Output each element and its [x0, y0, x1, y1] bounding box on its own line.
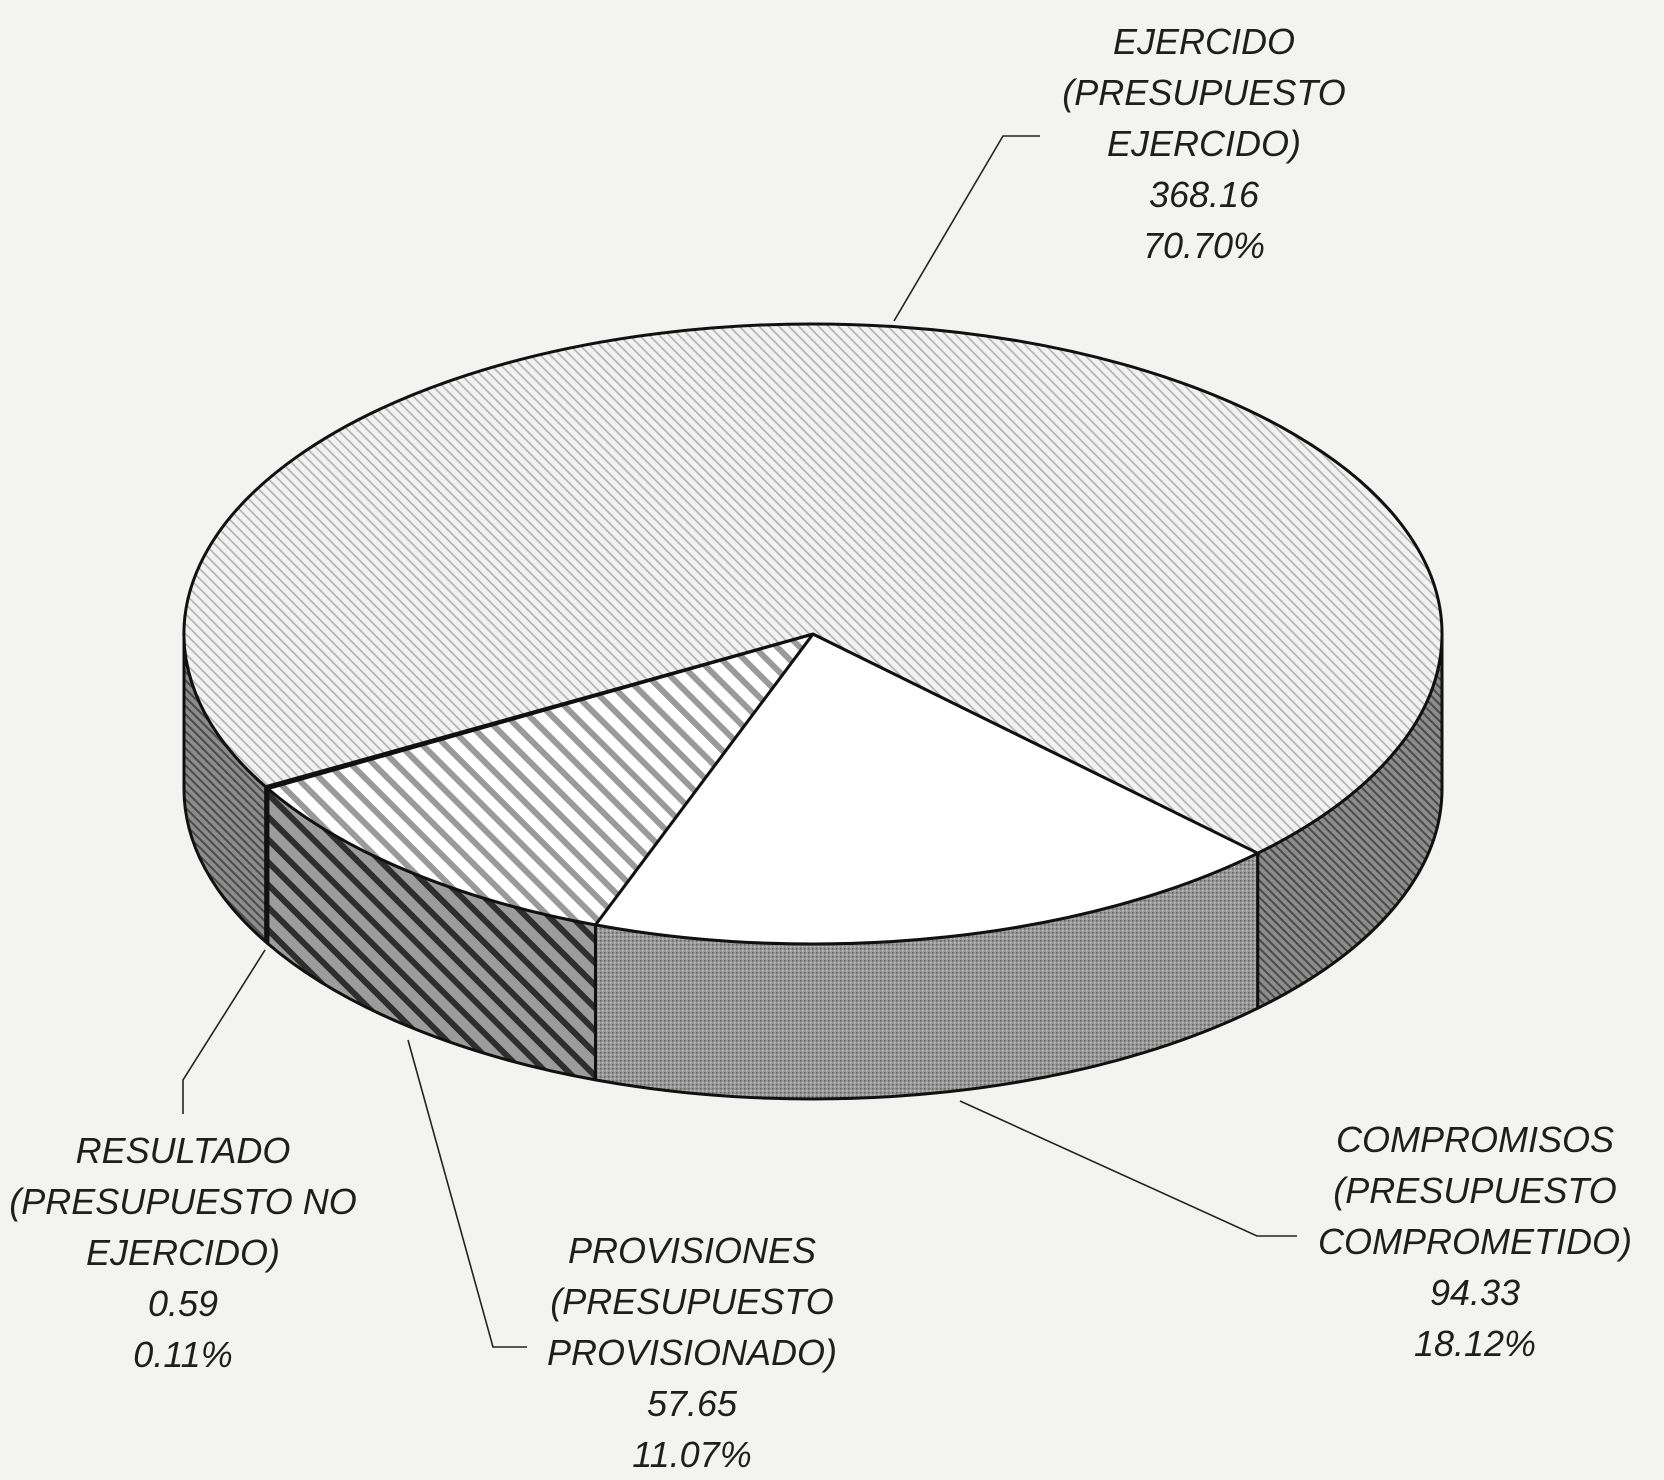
pie-slice: [182, 322, 1444, 855]
slice-label: PROVISIONES (PRESUPUESTO PROVISIONADO) 57…: [507, 1225, 877, 1480]
slice-label: RESULTADO (PRESUPUESTO NO EJERCIDO) 0.59 0…: [0, 1125, 368, 1380]
leader-line: [959, 1100, 1297, 1237]
leader-line: [893, 135, 1040, 322]
slice-amount: 368.16: [1148, 174, 1260, 215]
slice-percent: 18.12%: [1413, 1323, 1537, 1364]
slice-amount: 57.65: [646, 1383, 738, 1424]
slice-percent: 70.70%: [1142, 225, 1266, 266]
pie-sides: [182, 632, 1444, 1101]
slice-percent: 11.07%: [632, 1434, 752, 1475]
pie-slice: [266, 632, 815, 927]
slice-percent: 0.11%: [133, 1334, 233, 1375]
slice-name: PROVISIONES (PRESUPUESTO PROVISIONADO): [546, 1230, 838, 1373]
slice-amount: 0.59: [147, 1283, 219, 1324]
slice-amount: 94.33: [1429, 1272, 1521, 1313]
slice-name: COMPROMISOS (PRESUPUESTO COMPROMETIDO): [1318, 1119, 1632, 1262]
pie-tops: [182, 322, 1444, 946]
leader-line: [407, 1039, 527, 1348]
slice-label: EJERCIDO (PRESUPUESTO EJERCIDO) 368.16 70.…: [1019, 16, 1389, 271]
leader-lines: [182, 135, 1297, 1348]
leader-line: [182, 949, 266, 1114]
slice-name: RESULTADO (PRESUPUESTO NO EJERCIDO): [9, 1130, 357, 1273]
slice-label: COMPROMISOS (PRESUPUESTO COMPROMETIDO) 94…: [1290, 1114, 1660, 1369]
pie-slice: [593, 632, 1260, 946]
slice-name: EJERCIDO (PRESUPUESTO EJERCIDO): [1062, 21, 1346, 164]
